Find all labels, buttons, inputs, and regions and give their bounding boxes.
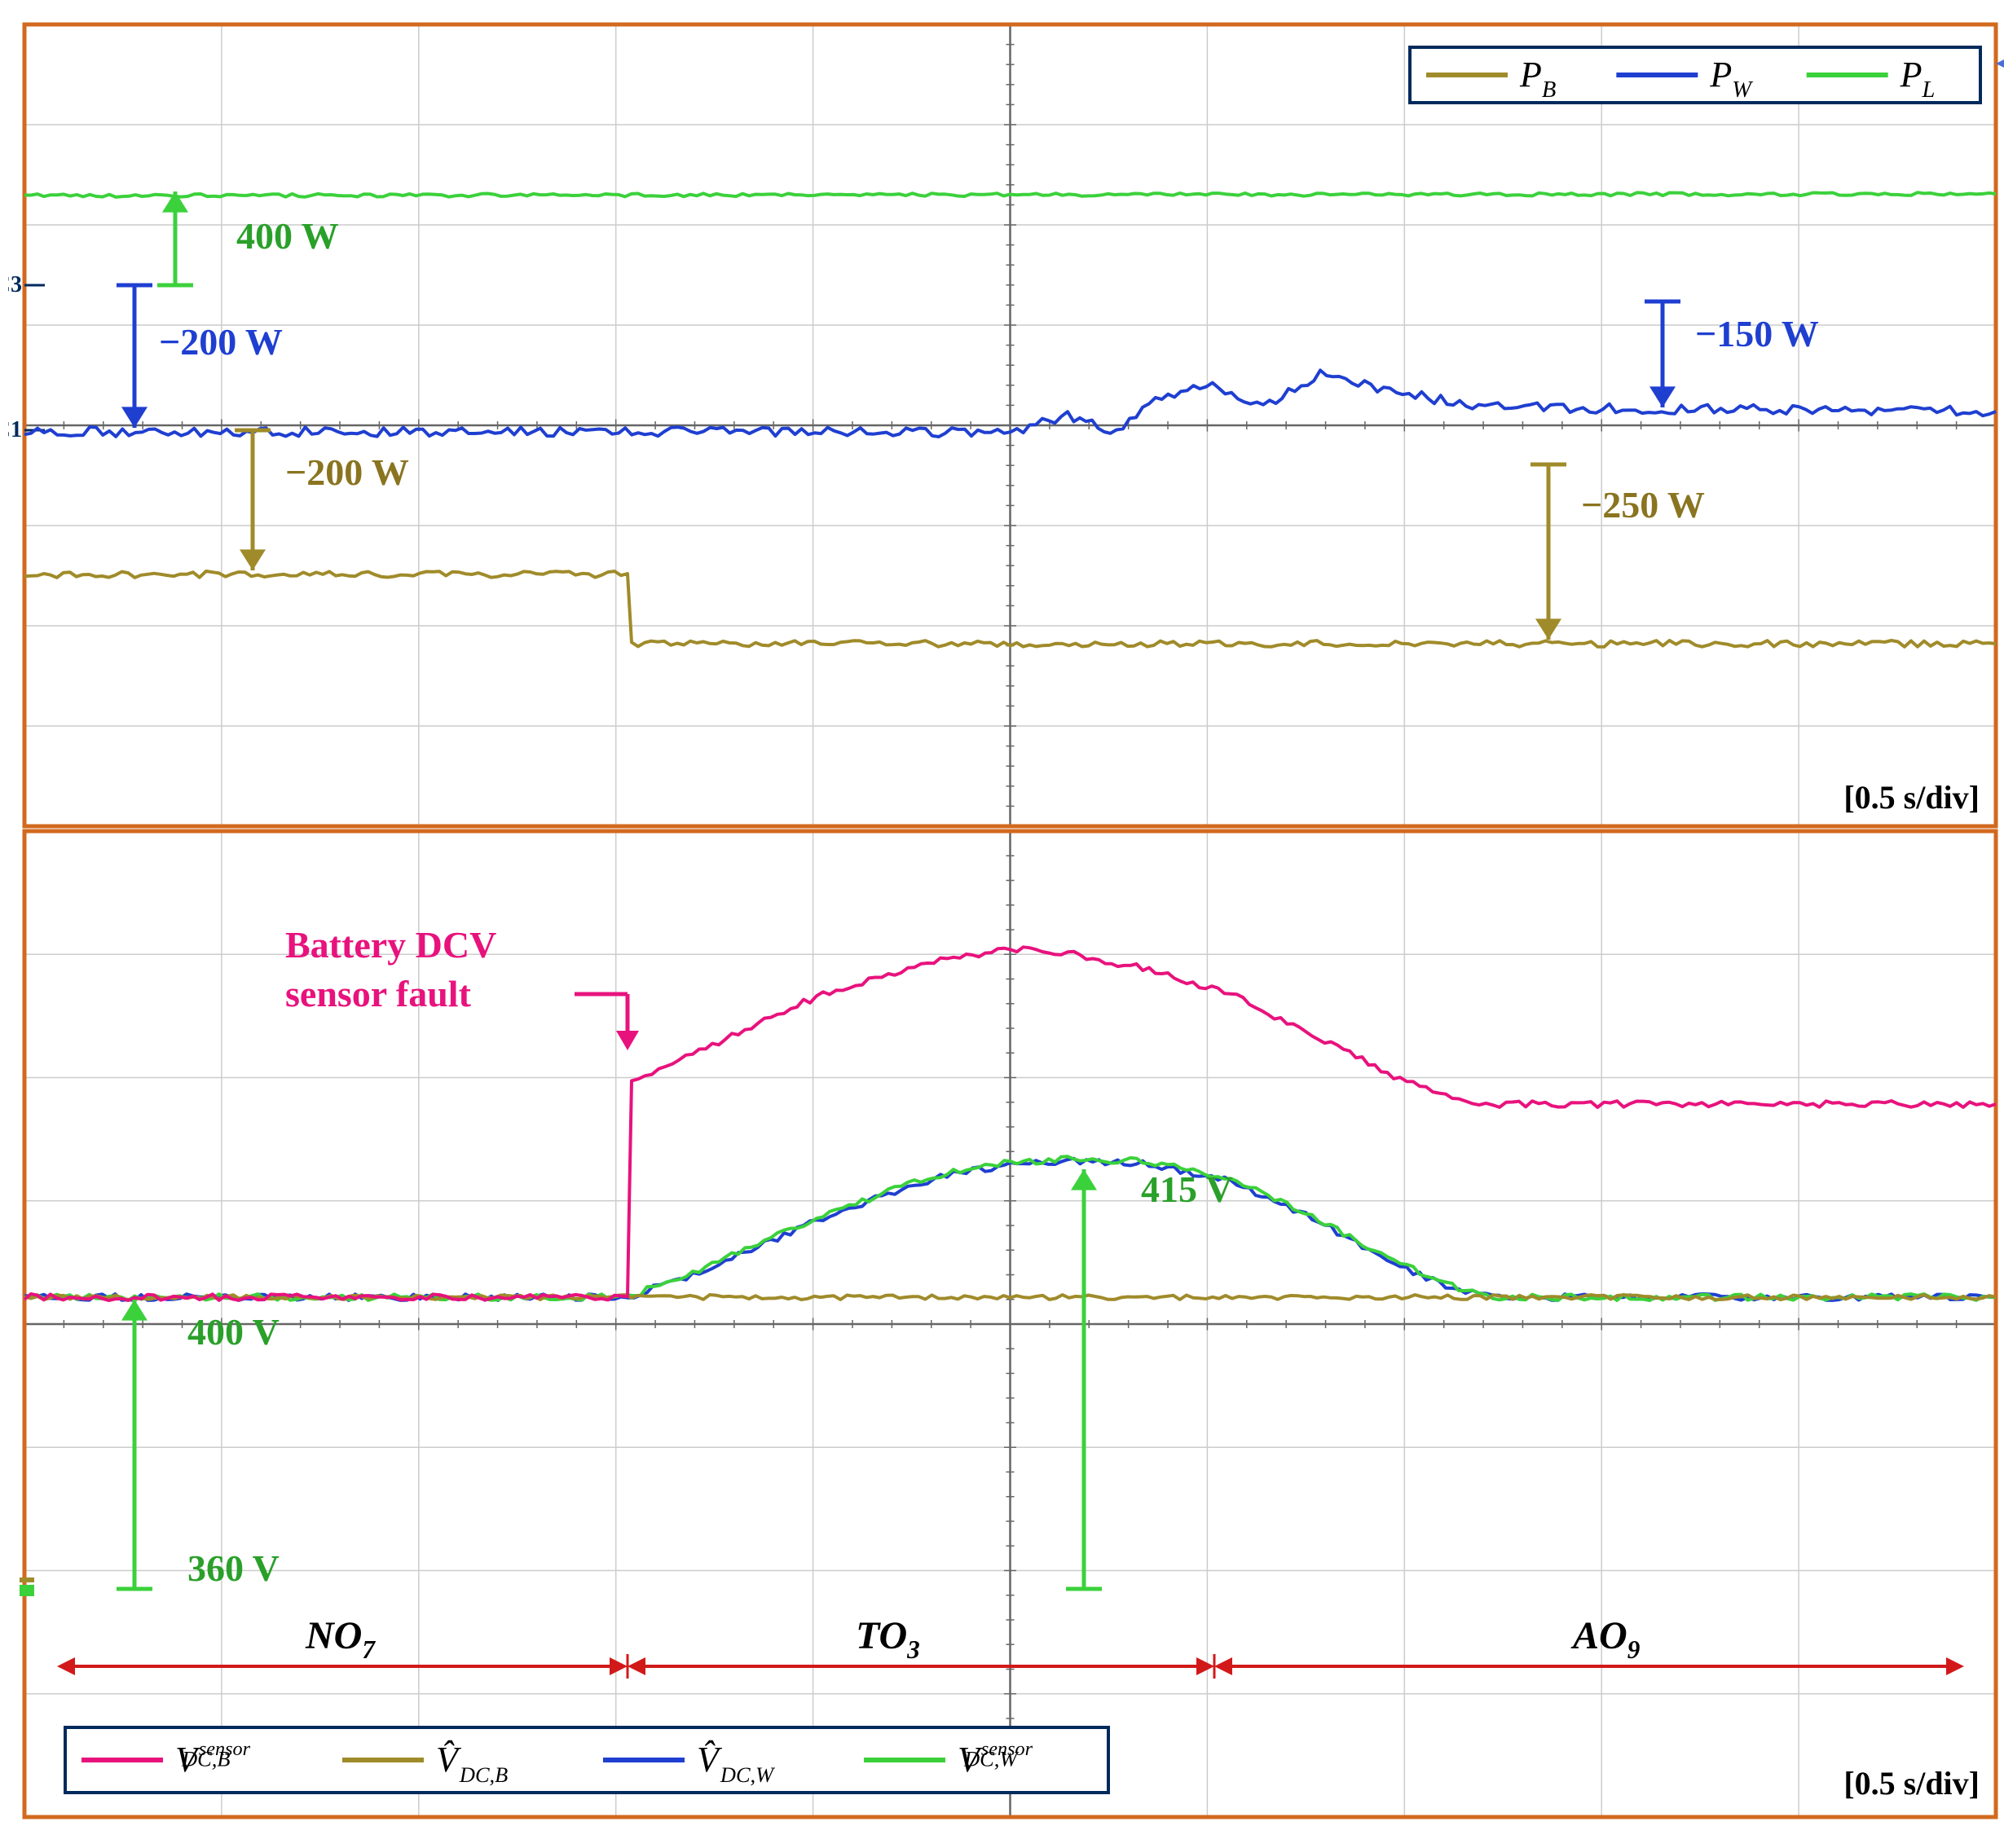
svg-text:400 W: 400 W bbox=[236, 215, 339, 257]
svg-text:Battery DCV: Battery DCV bbox=[285, 924, 496, 966]
svg-text:360 V: 360 V bbox=[187, 1547, 280, 1589]
svg-text:C3: C3 bbox=[8, 272, 22, 297]
svg-text:−200 W: −200 W bbox=[159, 321, 283, 363]
svg-text:C1: C1 bbox=[8, 417, 22, 442]
chart-container: C3C1400 W−200 W−150 W−200 W−250 WPBPWPL[… bbox=[8, 8, 2004, 1840]
svg-text:−150 W: −150 W bbox=[1695, 313, 1819, 354]
svg-text:415 V: 415 V bbox=[1141, 1168, 1233, 1210]
svg-text:−250 W: −250 W bbox=[1581, 484, 1705, 526]
svg-text:−200 W: −200 W bbox=[285, 451, 409, 493]
scope-chart: C3C1400 W−200 W−150 W−200 W−250 WPBPWPL[… bbox=[8, 8, 2004, 1840]
svg-text:sensor fault: sensor fault bbox=[285, 973, 472, 1014]
svg-text:[0.5 s/div]: [0.5 s/div] bbox=[1843, 1765, 1980, 1802]
svg-text:[0.5 s/div]: [0.5 s/div] bbox=[1843, 779, 1980, 816]
svg-text:400 V: 400 V bbox=[187, 1311, 280, 1353]
